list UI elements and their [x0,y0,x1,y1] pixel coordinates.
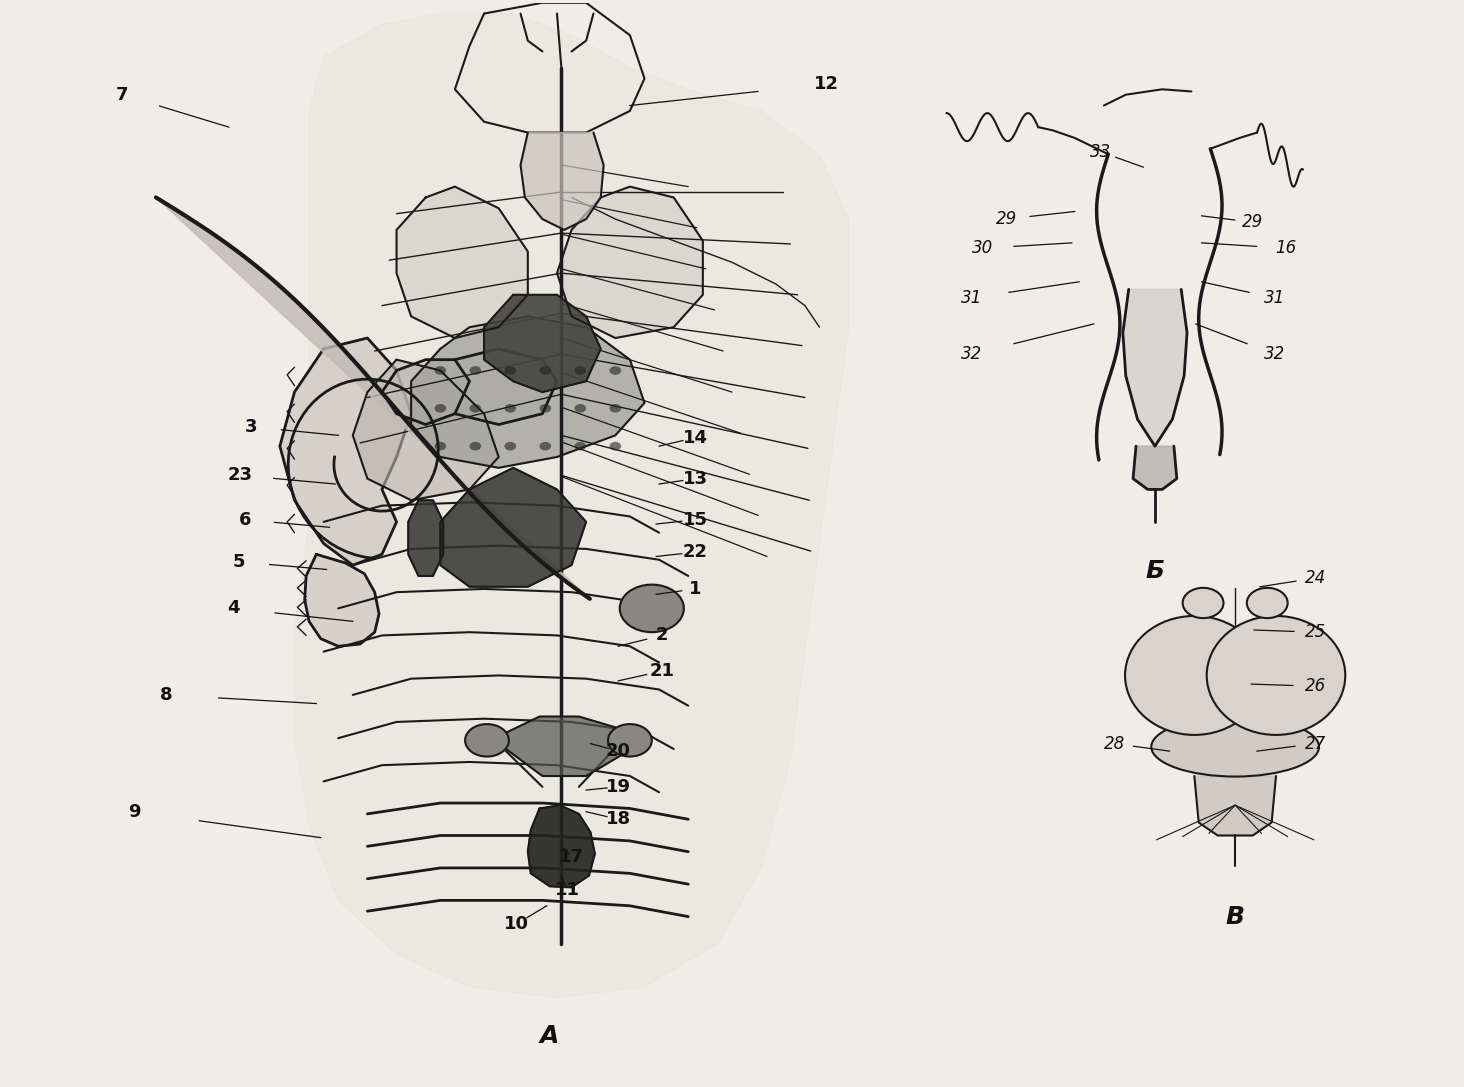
Circle shape [574,441,586,450]
Text: 1: 1 [690,580,701,598]
Ellipse shape [1247,588,1288,619]
Text: 18: 18 [606,810,631,828]
Text: 10: 10 [504,915,529,933]
Polygon shape [411,316,644,467]
Text: 19: 19 [606,778,631,796]
Text: B: B [1225,904,1244,928]
Text: 29: 29 [996,210,1017,228]
Ellipse shape [1206,616,1345,735]
Text: 30: 30 [972,239,994,258]
Text: 3: 3 [244,417,258,436]
Polygon shape [455,349,556,425]
Circle shape [619,585,684,633]
Text: 12: 12 [814,75,839,92]
Circle shape [470,441,482,450]
Text: 32: 32 [1263,346,1285,363]
Text: 15: 15 [684,511,709,528]
Text: 17: 17 [559,848,584,866]
Polygon shape [1123,289,1187,446]
Text: A: A [540,1024,559,1048]
Text: 31: 31 [1263,289,1285,307]
Polygon shape [305,554,379,647]
Circle shape [505,441,517,450]
Text: 27: 27 [1304,735,1326,752]
Text: 22: 22 [684,544,709,561]
Text: 6: 6 [239,511,252,528]
Text: 29: 29 [1241,213,1263,232]
Text: 11: 11 [555,880,580,899]
Circle shape [470,404,482,413]
Circle shape [540,441,550,450]
Polygon shape [1195,776,1277,836]
Text: 26: 26 [1304,677,1326,696]
Circle shape [609,404,621,413]
Circle shape [540,404,550,413]
Text: 2: 2 [656,626,668,645]
Circle shape [435,441,447,450]
Circle shape [609,441,621,450]
Text: 23: 23 [228,466,253,485]
Polygon shape [294,14,849,998]
Text: Б: Б [1145,559,1164,583]
Ellipse shape [1151,717,1319,776]
Circle shape [435,366,447,375]
Polygon shape [521,133,603,229]
Text: 21: 21 [650,662,675,680]
Text: 32: 32 [960,346,982,363]
Circle shape [505,366,517,375]
Ellipse shape [1183,588,1224,619]
Circle shape [466,724,509,757]
Text: 14: 14 [684,428,709,447]
Text: 33: 33 [1091,143,1111,161]
Text: 13: 13 [684,470,709,488]
Text: 8: 8 [160,686,173,704]
Text: 16: 16 [1275,239,1297,258]
Polygon shape [529,805,594,887]
Polygon shape [408,500,444,576]
Polygon shape [155,198,590,599]
Text: 4: 4 [227,599,240,617]
Polygon shape [507,716,622,776]
Circle shape [574,366,586,375]
Text: 25: 25 [1304,623,1326,641]
Polygon shape [382,360,470,425]
Polygon shape [397,187,529,338]
Polygon shape [556,187,703,338]
Circle shape [574,404,586,413]
Circle shape [540,366,550,375]
Text: 9: 9 [127,802,141,821]
Text: 20: 20 [606,742,631,760]
Polygon shape [485,295,600,392]
Text: 5: 5 [233,553,246,571]
Text: 28: 28 [1104,735,1124,752]
Text: 24: 24 [1304,570,1326,587]
Polygon shape [441,467,586,587]
Circle shape [609,366,621,375]
Circle shape [470,366,482,375]
Circle shape [505,404,517,413]
Circle shape [608,724,651,757]
Circle shape [435,404,447,413]
Text: 7: 7 [116,86,129,103]
Polygon shape [280,338,411,565]
Ellipse shape [1124,616,1263,735]
Text: 31: 31 [960,289,982,307]
Polygon shape [353,360,499,500]
Polygon shape [1133,446,1177,489]
